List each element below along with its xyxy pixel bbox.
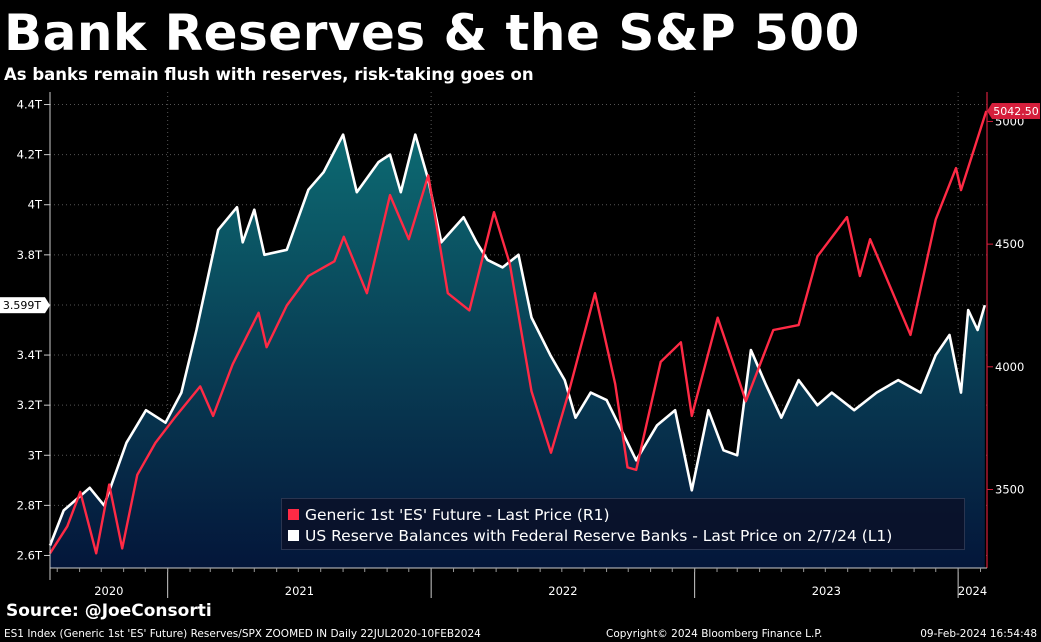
legend-label-es: Generic 1st 'ES' Future - Last Price (R1…	[305, 505, 610, 524]
left-tick-label-9: 4.4T	[17, 98, 43, 112]
legend-entry-es: Generic 1st 'ES' Future - Last Price (R1…	[288, 504, 964, 525]
left-tick-label-3: 3.2T	[17, 398, 43, 412]
axis-layer: 2.6T2.8T3T3.2T3.4T3.6T3.8T4T4.2T4.4T3.59…	[0, 92, 1040, 598]
left-tick-label-0: 2.6T	[17, 548, 43, 562]
legend-swatch-es	[288, 509, 299, 520]
left-last-badge-arrow	[45, 297, 50, 314]
chart-title: Bank Reserves & the S&P 500	[4, 4, 860, 62]
left-tick-label-7: 4T	[28, 198, 43, 212]
x-tick-label-2024: 2024	[958, 584, 987, 598]
area-layer	[50, 134, 985, 568]
right-tick-label-2: 4500	[995, 237, 1024, 251]
right-last-badge-arrow	[987, 103, 992, 120]
left-last-value: 3.599T	[3, 299, 41, 312]
reserves-area	[50, 134, 985, 568]
left-tick-label-8: 4.2T	[17, 148, 43, 162]
x-tick-label-2020: 2020	[94, 584, 123, 598]
footer-description: ES1 Index (Generic 1st 'ES' Future) Rese…	[4, 628, 481, 640]
source-credit: Source: @JoeConsorti	[6, 601, 212, 621]
left-tick-label-1: 2.8T	[17, 498, 43, 512]
es-line	[48, 110, 988, 555]
right-last-value: 5042.50	[993, 105, 1039, 118]
chart-subtitle: As banks remain flush with reserves, ris…	[4, 65, 534, 84]
left-last-badge	[0, 297, 45, 314]
legend-label-reserves: US Reserve Balances with Federal Reserve…	[305, 526, 893, 545]
legend-swatch-reserves	[288, 530, 299, 541]
legend-entry-reserves: US Reserve Balances with Federal Reserve…	[288, 525, 964, 546]
left-tick-label-6: 3.8T	[17, 248, 43, 262]
left-tick-label-4: 3.4T	[17, 348, 43, 362]
line-layer	[48, 110, 988, 555]
x-tick-label-2023: 2023	[812, 584, 841, 598]
x-tick-label-2021: 2021	[285, 584, 314, 598]
reserves-line	[48, 133, 987, 546]
right-last-badge	[992, 103, 1040, 120]
x-tick-label-2022: 2022	[548, 584, 577, 598]
chart-legend: Generic 1st 'ES' Future - Last Price (R1…	[281, 498, 965, 550]
right-tick-label-0: 3500	[995, 482, 1024, 496]
footer-timestamp: 09-Feb-2024 16:54:48	[920, 628, 1037, 640]
footer-copyright: Copyright© 2024 Bloomberg Finance L.P.	[606, 628, 823, 640]
right-tick-label-1: 4000	[995, 360, 1024, 374]
left-tick-label-2: 3T	[28, 448, 43, 462]
